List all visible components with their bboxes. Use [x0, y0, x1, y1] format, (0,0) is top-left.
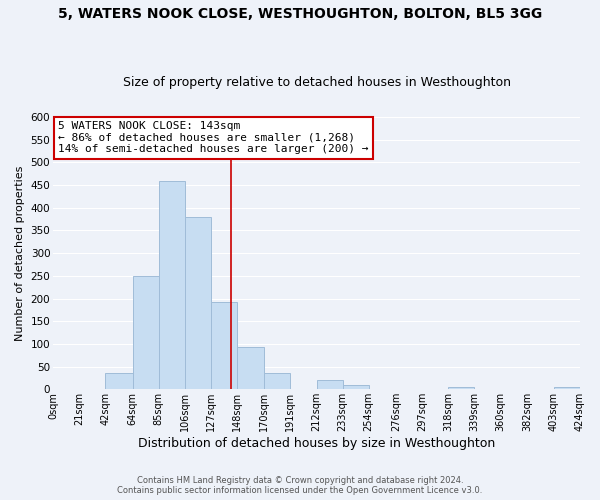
Bar — [265, 374, 290, 390]
Text: Contains HM Land Registry data © Crown copyright and database right 2024.
Contai: Contains HM Land Registry data © Crown c… — [118, 476, 482, 495]
Bar — [159, 180, 185, 390]
Bar — [133, 276, 159, 390]
Bar — [317, 380, 343, 390]
Title: Size of property relative to detached houses in Westhoughton: Size of property relative to detached ho… — [122, 76, 511, 90]
Text: 5, WATERS NOOK CLOSE, WESTHOUGHTON, BOLTON, BL5 3GG: 5, WATERS NOOK CLOSE, WESTHOUGHTON, BOLT… — [58, 8, 542, 22]
Bar — [554, 387, 580, 390]
Bar — [211, 302, 237, 390]
Y-axis label: Number of detached properties: Number of detached properties — [15, 166, 25, 341]
Bar — [105, 374, 133, 390]
Text: 5 WATERS NOOK CLOSE: 143sqm
← 86% of detached houses are smaller (1,268)
14% of : 5 WATERS NOOK CLOSE: 143sqm ← 86% of det… — [58, 121, 369, 154]
Bar — [343, 385, 369, 390]
Bar — [185, 217, 211, 390]
X-axis label: Distribution of detached houses by size in Westhoughton: Distribution of detached houses by size … — [138, 437, 495, 450]
Bar — [448, 387, 475, 390]
Bar — [237, 347, 265, 390]
